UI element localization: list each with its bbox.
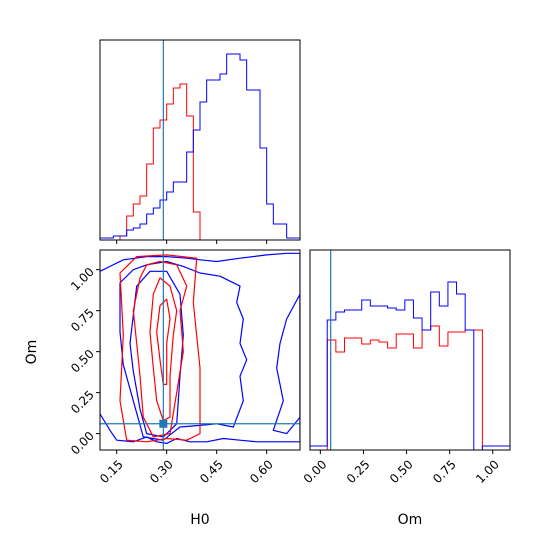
om-xtick-label: 1.00 <box>473 457 502 486</box>
contour-ylabel: Om <box>24 340 40 365</box>
contour-level-0 <box>100 252 300 444</box>
contour-level-2 <box>129 270 184 438</box>
om-xtick-label: 0.25 <box>344 457 373 486</box>
om-hist-blue <box>310 281 510 451</box>
contour-level-5 <box>149 277 178 422</box>
contour-level-3 <box>272 293 300 435</box>
contour-xtick-label: 0.15 <box>97 457 126 486</box>
contour-truth-marker <box>159 419 168 428</box>
contour-ytick-label: 0.00 <box>68 429 97 458</box>
contour-xticks: 0.15 0.30 0.45 0.60 <box>97 450 276 486</box>
contour-ytick-label: 0.25 <box>68 388 97 417</box>
contour-ytick-label: 1.00 <box>68 265 97 294</box>
h0-histogram-panel <box>99 39 301 244</box>
contour-frame <box>99 249 301 451</box>
contour-ytick-label: 0.75 <box>68 306 97 335</box>
h0-histogram-ticks <box>116 240 268 244</box>
om-xtick-label: 0.00 <box>301 457 330 486</box>
contour-ytick-label: 0.50 <box>68 347 97 376</box>
h0-om-contour-panel: 0.15 0.30 0.45 0.60 0.00 0.25 0.50 0.75 1.00 H0… <box>24 249 301 528</box>
om-histogram-frame <box>309 249 511 451</box>
contour-level-4 <box>132 260 188 438</box>
contour-yticks: 0.00 0.25 0.50 0.75 1.00 <box>68 265 100 458</box>
contour-xtick-label: 0.45 <box>197 457 226 486</box>
contour-level-6 <box>156 298 171 385</box>
h0-hist-blue <box>100 53 300 239</box>
om-histogram-panel: 0.00 0.25 0.50 0.75 1.00 Om <box>301 249 511 528</box>
h0-histogram-frame <box>99 39 301 241</box>
om-xtick-label: 0.50 <box>387 457 416 486</box>
om-xtick-label: 0.75 <box>430 457 459 486</box>
contour-xlabel: H0 <box>190 512 209 528</box>
contour-xtick-label: 0.30 <box>147 457 176 486</box>
contour-xtick-label: 0.60 <box>247 457 276 486</box>
om-hist-red <box>310 325 510 451</box>
om-xlabel: Om <box>398 512 423 528</box>
contour-level-7 <box>119 254 201 443</box>
om-xticks: 0.00 0.25 0.50 0.75 1.00 <box>301 450 502 486</box>
